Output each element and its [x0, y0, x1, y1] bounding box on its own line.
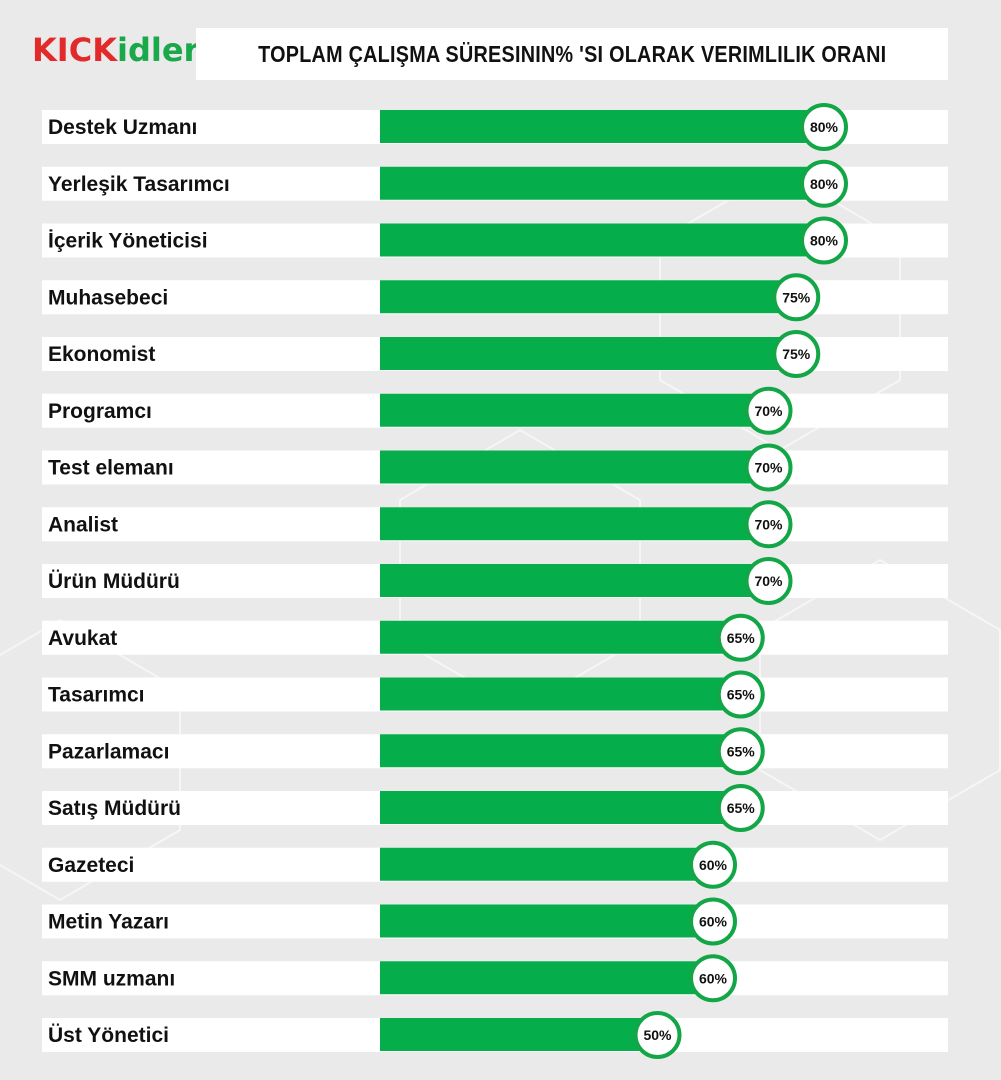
value-marker	[772, 273, 821, 322]
bar	[380, 223, 824, 257]
bar	[380, 961, 713, 995]
value-marker	[716, 613, 765, 662]
value-marker	[800, 159, 848, 208]
value-label: 50%	[643, 1027, 672, 1043]
bar	[380, 791, 741, 824]
bar	[380, 620, 741, 654]
bar	[380, 677, 741, 711]
value-marker	[689, 954, 737, 1003]
category-label: Programcı	[48, 400, 152, 423]
category-label: Satış Müdürü	[48, 797, 181, 820]
brand-logo: KICKidler	[32, 30, 199, 70]
value-label: 70%	[754, 403, 783, 419]
value-label: 80%	[810, 119, 839, 135]
value-label: 80%	[810, 233, 839, 249]
category-label: Test elemanı	[48, 457, 174, 480]
bar	[380, 507, 769, 541]
bar	[380, 166, 824, 200]
value-label: 60%	[699, 970, 728, 986]
value-marker	[744, 443, 793, 492]
category-label: Tasarımcı	[48, 684, 145, 707]
category-label: Muhasebeci	[48, 286, 168, 309]
category-label: İçerik Yöneticisi	[48, 230, 208, 253]
bar	[380, 904, 713, 938]
category-label: Metin Yazarı	[48, 911, 169, 934]
category-label: Pazarlamacı	[48, 740, 169, 763]
value-marker	[689, 840, 737, 889]
value-label: 65%	[727, 800, 756, 816]
value-marker	[716, 727, 765, 776]
value-label: 60%	[699, 857, 728, 873]
category-label: Ekonomist	[48, 343, 155, 366]
value-marker	[744, 386, 793, 435]
bar	[380, 450, 769, 484]
value-label: 65%	[727, 743, 756, 759]
value-marker	[744, 557, 793, 605]
value-marker	[744, 500, 793, 549]
category-label: Üst Yönetici	[48, 1024, 169, 1047]
value-marker	[633, 1011, 682, 1059]
value-marker	[716, 670, 765, 719]
bar	[380, 393, 769, 427]
category-label: Avukat	[48, 627, 117, 650]
header: KICKidler TOPLAM ÇALIŞMA SÜRESININ% 'SI …	[0, 0, 1001, 98]
chart-title: TOPLAM ÇALIŞMA SÜRESININ% 'SI OLARAK VER…	[257, 40, 887, 67]
category-label: Destek Uzmanı	[48, 116, 197, 139]
value-label: 60%	[699, 914, 728, 930]
bar	[380, 1018, 658, 1051]
value-marker	[716, 784, 765, 832]
category-label: Gazeteci	[48, 854, 134, 877]
value-label: 75%	[782, 346, 811, 362]
title-box: TOPLAM ÇALIŞMA SÜRESININ% 'SI OLARAK VER…	[196, 28, 948, 80]
bar	[380, 734, 741, 768]
value-label: 80%	[810, 176, 839, 192]
value-label: 70%	[754, 460, 783, 476]
logo-kick: KICK	[32, 31, 117, 69]
category-label: Analist	[48, 513, 118, 536]
value-label: 70%	[754, 516, 783, 532]
value-label: 65%	[727, 687, 756, 703]
value-marker	[800, 216, 848, 265]
value-label: 65%	[727, 630, 756, 646]
category-label: SMM uzmanı	[48, 967, 175, 990]
category-label: Ürün Müdürü	[48, 570, 180, 593]
bar	[380, 110, 824, 143]
bar	[380, 337, 797, 370]
value-label: 75%	[782, 289, 811, 305]
value-marker	[800, 103, 848, 151]
category-label: Yerleşik Tasarımcı	[48, 173, 230, 196]
bar	[380, 564, 769, 597]
value-marker	[772, 330, 821, 378]
value-marker	[689, 897, 737, 946]
logo-idler: idler	[116, 31, 200, 69]
bar	[380, 847, 713, 881]
bar	[380, 280, 797, 314]
value-label: 70%	[754, 573, 783, 589]
